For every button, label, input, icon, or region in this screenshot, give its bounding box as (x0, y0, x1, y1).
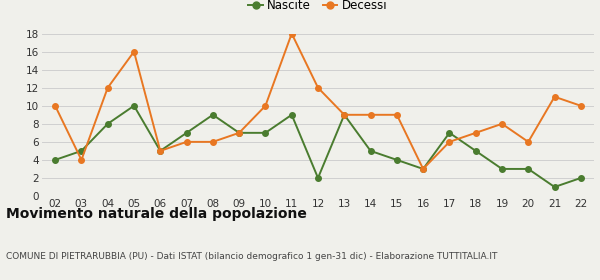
Text: COMUNE DI PIETRARUBBIA (PU) - Dati ISTAT (bilancio demografico 1 gen-31 dic) - E: COMUNE DI PIETRARUBBIA (PU) - Dati ISTAT… (6, 252, 497, 261)
Text: Movimento naturale della popolazione: Movimento naturale della popolazione (6, 207, 307, 221)
Legend: Nascite, Decessi: Nascite, Decessi (244, 0, 392, 17)
